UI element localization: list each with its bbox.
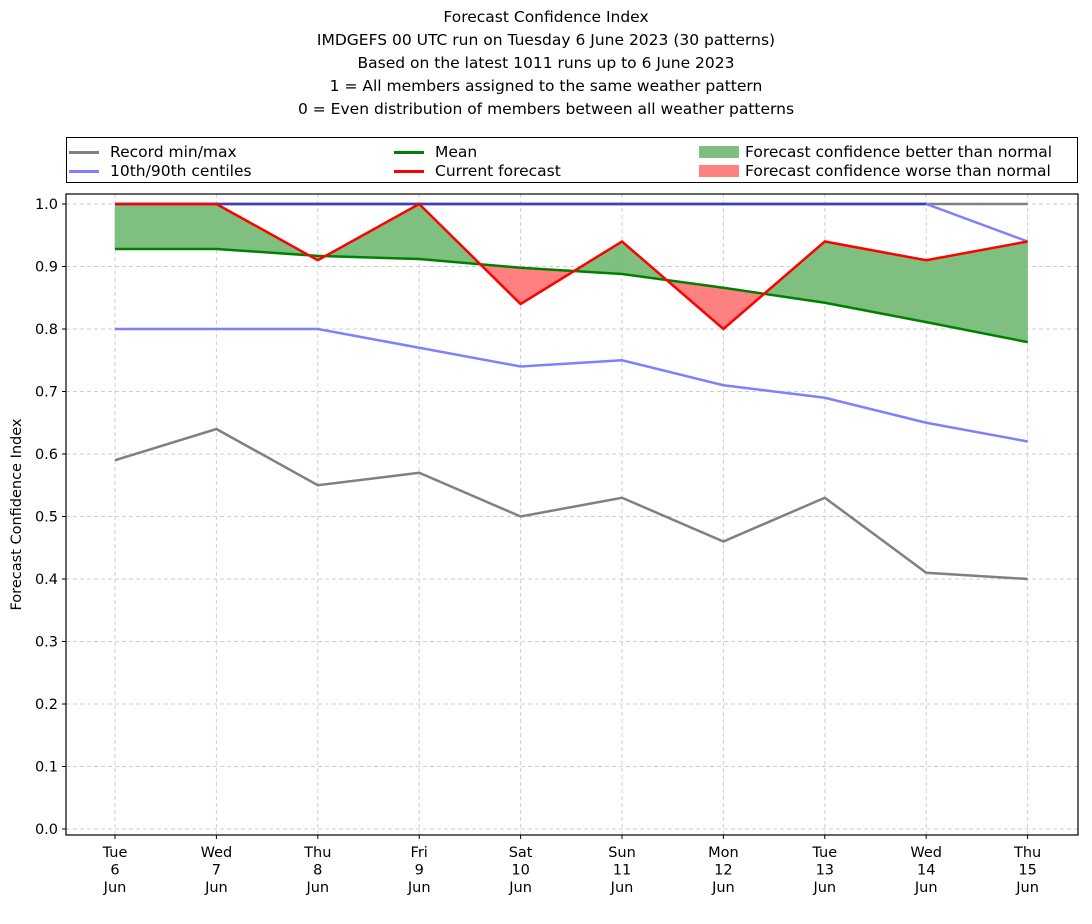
x-tick-label: Jun (711, 880, 735, 896)
plot-frame (65, 193, 1079, 836)
x-tick-label: Jun (407, 880, 431, 896)
x-tick-label: Wed (201, 845, 233, 861)
title-line-5: 0 = Even distribution of members between… (297, 100, 795, 118)
y-tick-label: 0.5 (35, 510, 58, 526)
x-tick-label: Mon (708, 845, 739, 861)
legend-item-mean: Mean (394, 142, 477, 162)
y-axis-label: Forecast Confidence Index (9, 418, 25, 610)
x-tick-label: Tue (102, 845, 128, 861)
x-tick-label: 7 (212, 863, 221, 879)
y-tick-label: 0.0 (35, 822, 58, 838)
x-tick-label: 15 (1018, 863, 1036, 879)
mean-line (115, 247, 1028, 344)
x-tick-label: Jun (914, 880, 938, 896)
legend-label-current: Current forecast (435, 162, 561, 180)
x-tick-label: Jun (103, 880, 127, 896)
x-tick-label: Tue (811, 845, 837, 861)
y-tick-label: 0.3 (35, 635, 58, 651)
legend-label-record: Record min/max (110, 143, 237, 161)
x-tick-label: Wed (910, 845, 942, 861)
fill-better-than-normal (114, 203, 217, 250)
x-tick-label: Thu (303, 845, 331, 861)
x-tick-label: 6 (110, 863, 119, 879)
legend-item-worse: Forecast confidence worse than normal (699, 161, 1051, 181)
y-axis: 0.0 0.1 0.2 0.3 0.4 0.5 0.6 0.7 0.8 0.9 1.0 (35, 197, 66, 838)
series-lines (114, 202, 1029, 581)
x-tick-label: Jun (812, 880, 836, 896)
x-tick-label: 11 (613, 863, 631, 879)
title-line-1: Forecast Confidence Index (443, 8, 649, 26)
title-line-3: Based on the latest 1011 runs up to 6 Ju… (357, 54, 735, 72)
x-tick-label: Fri (411, 845, 428, 861)
x-tick-label: 12 (714, 863, 732, 879)
legend-swatch-worse (699, 165, 739, 177)
x-tick-label: Sat (509, 845, 533, 861)
legend-label-worse: Forecast confidence worse than normal (745, 162, 1051, 180)
x-tick-label: Jun (204, 880, 228, 896)
x-tick-label: Thu (1013, 845, 1041, 861)
legend-label-better: Forecast confidence better than normal (745, 143, 1053, 161)
x-tick-label: 8 (313, 863, 322, 879)
legend-label-mean: Mean (435, 143, 478, 161)
x-tick-label: Jun (305, 880, 329, 896)
x-tick-label: 14 (917, 863, 935, 879)
legend-item-better: Forecast confidence better than normal (699, 142, 1052, 162)
y-tick-label: 0.7 (35, 385, 58, 401)
legend-label-centiles: 10th/90th centiles (110, 162, 252, 180)
x-tick-label: 13 (816, 863, 834, 879)
x-axis: Tue6JunWed7JunThu8JunFri9JunSat10JunSun1… (102, 835, 1041, 896)
title-line-4: 1 = All members assigned to the same wea… (329, 77, 763, 95)
legend-swatch-current (394, 169, 424, 173)
legend-swatch-centiles (69, 169, 99, 173)
legend-item-record: Record min/max (69, 142, 237, 162)
x-tick-label: Sun (608, 845, 636, 861)
current-forecast-line (115, 202, 1028, 331)
x-tick-label: 9 (415, 863, 424, 879)
y-tick-label: 1.0 (35, 197, 58, 213)
title-line-2: IMDGEFS 00 UTC run on Tuesday 6 June 202… (316, 31, 776, 49)
x-tick-label: 10 (511, 863, 529, 879)
x-tick-label: Jun (508, 880, 532, 896)
y-tick-label: 0.1 (35, 760, 58, 776)
x-tick-label: Jun (610, 880, 634, 896)
legend-item-centiles: 10th/90th centiles (69, 161, 252, 181)
y-tick-label: 0.6 (35, 447, 58, 463)
y-tick-label: 0.9 (35, 260, 58, 276)
legend-swatch-record (69, 150, 99, 154)
y-tick-label: 0.2 (35, 697, 58, 713)
legend-swatch-better (699, 146, 739, 158)
record-min-line (114, 427, 1028, 581)
legend-item-current: Current forecast (394, 161, 561, 181)
y-tick-label: 0.4 (35, 572, 58, 588)
10th-centile-line (115, 327, 1028, 443)
x-tick-label: Jun (1015, 880, 1039, 896)
legend: Record min/max 10th/90th centiles Mean C… (66, 137, 1078, 183)
fill-better-than-normal (824, 241, 927, 323)
y-tick-label: 0.8 (35, 322, 58, 338)
legend-swatch-mean (394, 150, 424, 154)
chart-title: Forecast Confidence Index IMDGEFS 00 UTC… (0, 6, 1092, 121)
